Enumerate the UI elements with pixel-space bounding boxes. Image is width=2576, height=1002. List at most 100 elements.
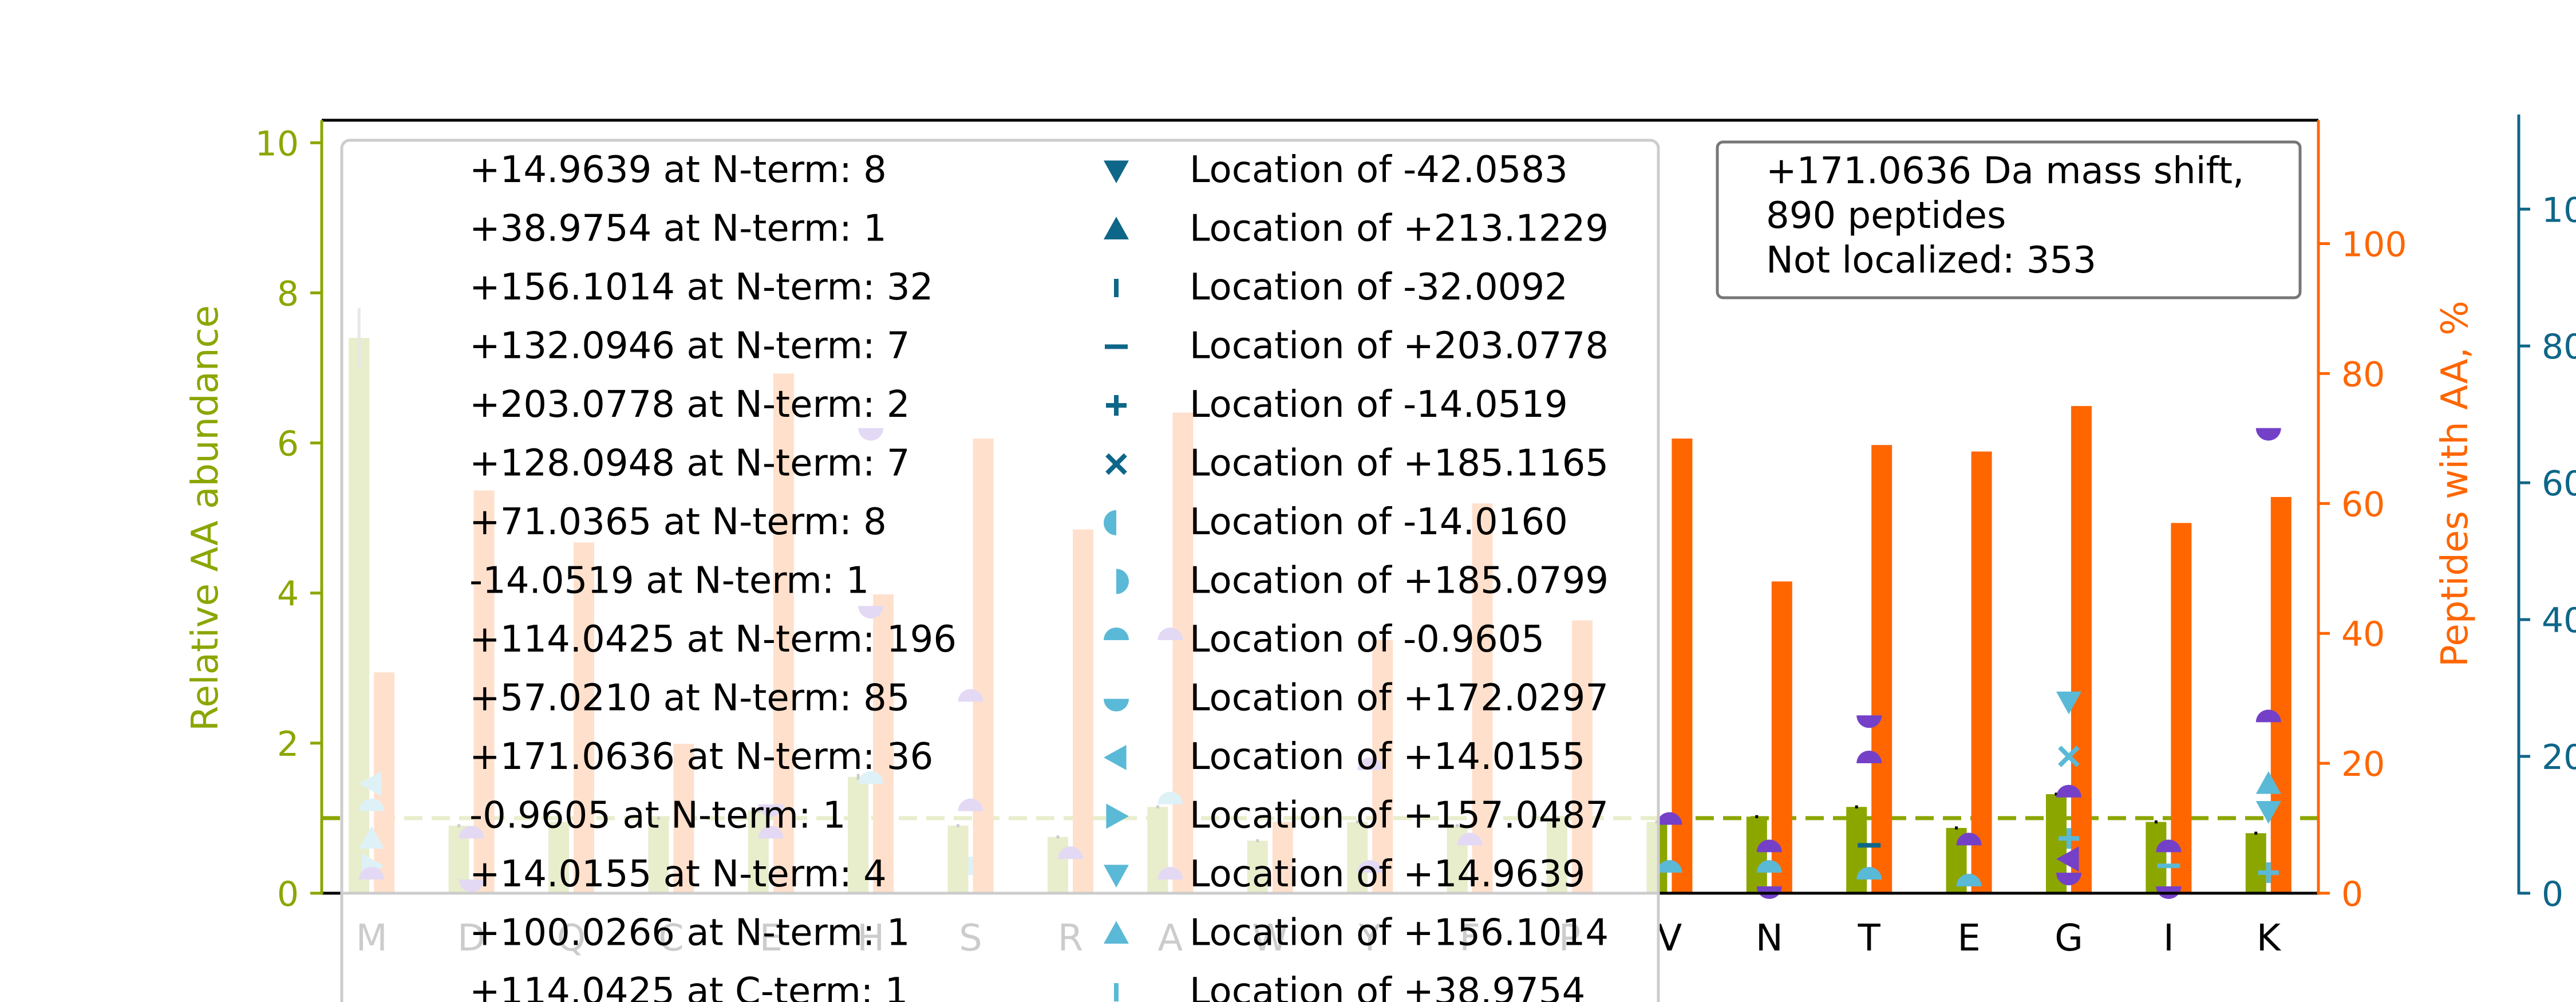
legend: +14.9639 at N-term: 8 +38.9754 at N-term:… (340, 139, 1660, 1002)
legend-marker (1104, 699, 1129, 712)
location-marker (2059, 828, 2079, 849)
legend-marker (1114, 983, 1119, 1001)
location-marker (2056, 691, 2081, 715)
category-label: G (2055, 917, 2083, 960)
legend-marker (1104, 216, 1129, 240)
legend-entry: +128.0948 at N-term: 7 (469, 443, 910, 485)
location-marker (1856, 715, 1882, 728)
location-marker (2258, 862, 2279, 883)
legend-entry: +156.1014 at N-term: 32 (469, 266, 933, 309)
legend-marker (1104, 160, 1129, 183)
right-tick-label: 20 (2341, 744, 2385, 784)
far-right-tick-label: 60 (2542, 464, 2576, 504)
right-tick-label: 80 (2341, 354, 2385, 395)
right-tick-label: 60 (2341, 484, 2385, 524)
annotation-line: 890 peptides (1766, 195, 2006, 237)
legend-marker (1104, 628, 1129, 640)
annotation-frame (1716, 140, 2302, 299)
peptide-percent-bar (2071, 406, 2092, 893)
legend-marker (1114, 279, 1119, 297)
category-label: E (1957, 917, 1980, 960)
legend-entry: Location of +213.1229 (1190, 208, 1609, 250)
legend-entry: Location of +14.9639 (1190, 853, 1585, 896)
left-tick-label: 8 (277, 274, 299, 314)
legend-entry: -14.0519 at N-term: 1 (469, 560, 869, 602)
left-tick-label: 6 (277, 424, 299, 464)
location-marker (2056, 784, 2081, 798)
left-tick-label: 10 (255, 124, 299, 164)
legend-entry: Location of +185.1165 (1190, 443, 1609, 485)
legend-entry: -0.9605 at N-term: 1 (469, 795, 846, 837)
legend-entry: Location of -14.0160 (1190, 501, 1568, 543)
legend-marker (1104, 921, 1129, 944)
location-marker (2056, 873, 2081, 886)
peptide-percent-bar (1871, 445, 1893, 893)
legend-entry: Location of -42.0583 (1190, 149, 1568, 191)
location-marker (1756, 860, 1782, 873)
category-label: K (2257, 917, 2282, 960)
location-marker (1756, 839, 1782, 853)
category-label: N (1756, 917, 1783, 960)
location-marker (2056, 846, 2079, 872)
right-tick-label: 40 (2341, 614, 2385, 654)
legend-entry: Location of -14.0519 (1190, 384, 1568, 426)
location-marker (1856, 867, 1882, 880)
legend-marker (1104, 865, 1129, 887)
legend-entry: +14.9639 at N-term: 8 (469, 149, 887, 191)
annotation-box: +171.0636 Da mass shift,890 peptidesNot … (1716, 140, 2302, 299)
location-marker (1657, 860, 1682, 873)
location-marker (1657, 812, 1682, 825)
legend-marker (1106, 395, 1127, 416)
left-tick-label: 0 (277, 874, 299, 914)
annotation-line: Not localized: 353 (1766, 239, 2096, 282)
legend-entry: +14.0155 at N-term: 4 (469, 853, 887, 896)
category-label: T (1858, 917, 1881, 960)
legend-entry: Location of +157.0487 (1190, 795, 1609, 837)
abundance-bar (2146, 822, 2167, 893)
left-tick-label: 2 (277, 724, 299, 764)
legend-marker (1106, 803, 1129, 829)
location-marker (1858, 843, 1881, 848)
location-marker (2255, 428, 2281, 441)
legend-entry: +57.0210 at N-term: 85 (469, 677, 910, 720)
legend-entry: +38.9754 at N-term: 1 (469, 208, 887, 250)
legend-entry: Location of +156.1014 (1190, 912, 1609, 954)
legend-entry: Location of +185.0799 (1190, 560, 1609, 602)
legend-marker (1105, 453, 1127, 475)
left-tick-label: 4 (277, 574, 299, 614)
legend-entry: +100.0266 at N-term: 1 (469, 912, 910, 954)
legend-entry: Location of -32.0092 (1190, 266, 1568, 309)
peptide-percent-bar (2270, 496, 2291, 893)
location-marker (2255, 801, 2281, 824)
location-marker (1856, 751, 1882, 764)
abundance-bar (1746, 816, 1767, 893)
legend-entry: Location of +172.0297 (1190, 677, 1609, 720)
legend-marker (1104, 745, 1127, 770)
location-marker (1956, 833, 1982, 846)
legend-entry: +171.0636 at N-term: 36 (469, 736, 933, 778)
peptide-percent-bar (1971, 451, 1992, 893)
location-marker (2156, 839, 2182, 853)
far-right-tick-label: 80 (2542, 327, 2576, 367)
location-marker (2157, 863, 2180, 869)
legend-entry: +114.0425 at C-term: 1 (469, 971, 908, 1002)
right-tick-label: 0 (2341, 874, 2363, 914)
legend-entry: Location of +38.9754 (1190, 971, 1585, 1002)
annotation-line: +171.0636 Da mass shift, (1766, 150, 2244, 192)
location-marker (2058, 745, 2080, 767)
peptide-percent-bar (2171, 523, 2192, 893)
legend-marker (1104, 510, 1116, 535)
legend-entry: +114.0425 at N-term: 196 (469, 618, 957, 661)
legend-entry: +71.0365 at N-term: 8 (469, 501, 887, 543)
far-right-tick-label: 40 (2542, 601, 2576, 641)
legend-entry: Location of +203.0778 (1190, 325, 1609, 368)
legend-entry: Location of +14.0155 (1190, 736, 1585, 778)
category-label: V (1657, 917, 1682, 960)
legend-marker (1105, 344, 1128, 349)
peptide-percent-bar (1672, 438, 1693, 893)
right-tick-label: 100 (2341, 225, 2407, 265)
location-marker (2255, 709, 2281, 723)
location-marker (2255, 771, 2281, 794)
legend-entry: +132.0946 at N-term: 7 (469, 325, 910, 368)
